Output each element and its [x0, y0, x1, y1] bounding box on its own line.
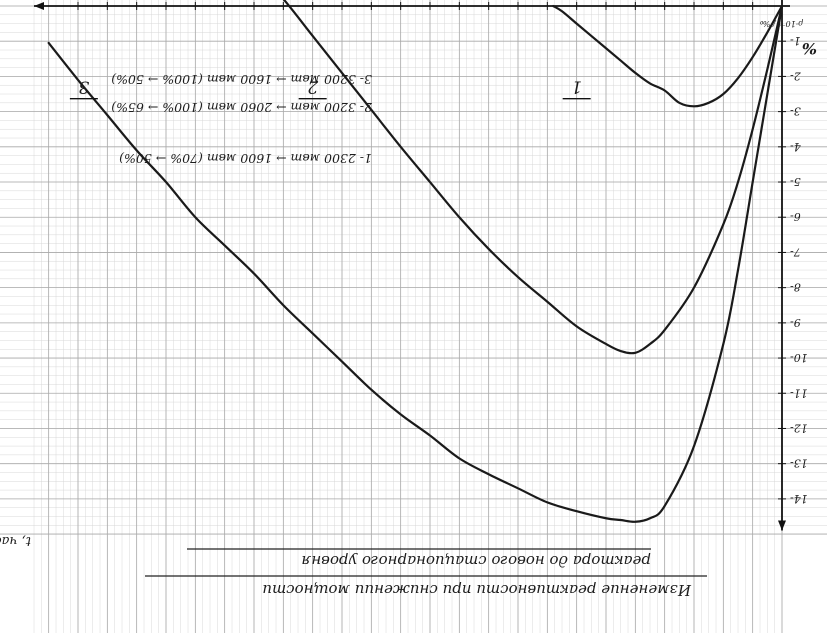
series-line-2 — [282, 0, 784, 355]
y-tick-label: 3- — [790, 105, 801, 118]
y-tick-label: 14- — [790, 492, 808, 505]
y-tick-label: 13- — [790, 457, 808, 470]
y-tick-label: 8- — [790, 281, 801, 294]
axes — [34, 0, 790, 531]
series-line-1 — [552, 4, 784, 108]
curve-tag-2: 2 — [307, 77, 319, 97]
y-axis-arrow — [778, 520, 786, 531]
series-line-3 — [47, 4, 784, 523]
legend-entry-2: 2- 3200 мвт → 2060 мвт (100% → 65%) — [111, 100, 373, 115]
curve-tags: 1 2 3 — [69, 77, 591, 100]
y-tick-label: 11- — [790, 386, 808, 399]
curve-tag-3: 3 — [78, 77, 89, 97]
legend-entry-1: 1- 2300 мвт → 1600 мвт (70% → 50%) — [119, 151, 372, 166]
y-axis-label: % — [802, 39, 817, 58]
x-tick-labels: 0123456789101112131415161718192021222324 — [77, 2, 783, 10]
chart-title: Изменение реактивности при снижении мощн… — [145, 548, 707, 599]
curve-tag-1: 1 — [571, 77, 582, 97]
x-axis-arrow — [34, 2, 44, 10]
title-line-1: Изменение реактивности при снижении мощн… — [262, 581, 692, 599]
y-tick-label: 2- — [790, 69, 802, 82]
y-tick-label: 1- — [790, 34, 801, 47]
y-units-hint: ρ·10⁻⁴ / ‰ — [759, 19, 804, 28]
y-tick-label: 12- — [790, 421, 808, 434]
y-tick-label: 5- — [790, 175, 801, 188]
title-line-2: реактора до нового стационарного уровня — [301, 552, 651, 570]
legend-entry-3: 3- 3200 мвт → 1600 мвт (100% → 50%) — [111, 72, 372, 87]
y-tick-label: 10- — [790, 351, 808, 364]
y-tick-labels: 1- 2- 3- 4- 5- 6- 7- 8- 9- 10- 11- 12- 13- 14- — [778, 34, 808, 505]
legend: 1- 2300 мвт → 1600 мвт (70% → 50%) 2- 32… — [111, 72, 373, 166]
series-layer — [47, 0, 784, 523]
y-tick-label: 4- — [790, 140, 802, 153]
x-axis-label: t, час — [0, 533, 31, 548]
y-tick-label: 7- — [790, 245, 801, 258]
y-tick-label: 9- — [790, 316, 801, 329]
y-tick-label: 6- — [790, 210, 801, 223]
